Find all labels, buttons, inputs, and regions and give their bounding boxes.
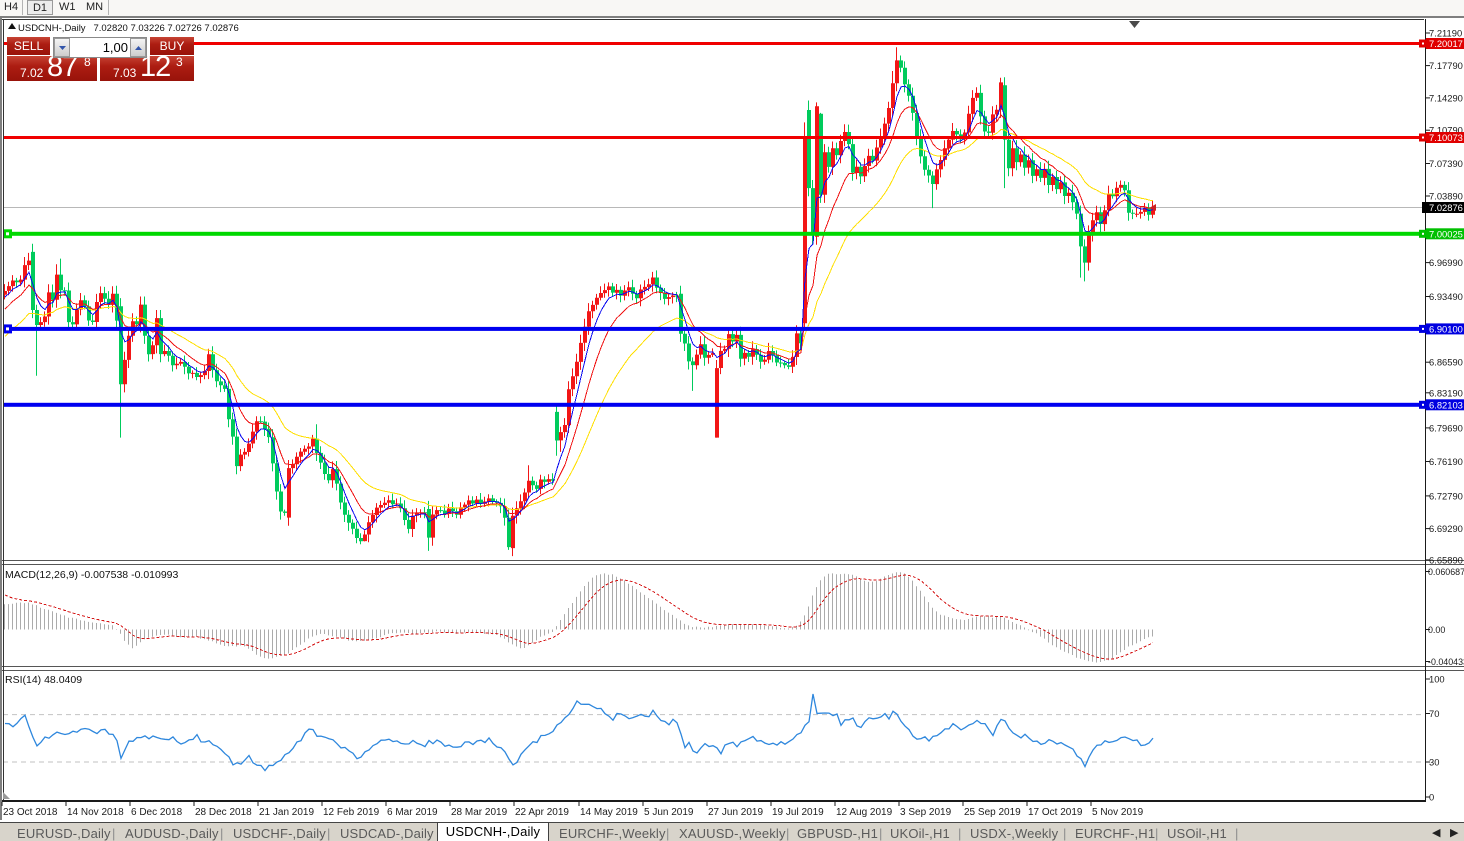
- svg-text:23 Oct 2018: 23 Oct 2018: [3, 807, 58, 818]
- svg-text:21 Jan 2019: 21 Jan 2019: [259, 807, 314, 818]
- svg-text:12 Feb 2019: 12 Feb 2019: [323, 807, 380, 818]
- svg-text:28 Mar 2019: 28 Mar 2019: [451, 807, 508, 818]
- svg-text:6.96990: 6.96990: [1429, 257, 1463, 268]
- svg-text:19 Jul 2019: 19 Jul 2019: [772, 807, 824, 818]
- svg-text:6 Dec 2018: 6 Dec 2018: [131, 807, 183, 818]
- svg-text:6 Mar 2019: 6 Mar 2019: [387, 807, 438, 818]
- svg-text:7.14290: 7.14290: [1429, 92, 1463, 103]
- svg-text:30: 30: [1429, 757, 1439, 768]
- svg-text:17 Oct 2019: 17 Oct 2019: [1028, 807, 1083, 818]
- svg-text:MACD(12,26,9) -0.007538 -0.010: MACD(12,26,9) -0.007538 -0.010993: [5, 569, 179, 581]
- svg-text:RSI(14) 48.0409: RSI(14) 48.0409: [5, 674, 82, 686]
- svg-text:22 Apr 2019: 22 Apr 2019: [515, 807, 569, 818]
- svg-text:28 Dec 2018: 28 Dec 2018: [195, 807, 252, 818]
- svg-text:7.10073: 7.10073: [1429, 132, 1463, 143]
- svg-text:7.07390: 7.07390: [1429, 158, 1463, 169]
- svg-text:7.03890: 7.03890: [1429, 191, 1463, 202]
- svg-text:70: 70: [1429, 708, 1439, 719]
- svg-text:6.76190: 6.76190: [1429, 456, 1463, 467]
- svg-text:0.00: 0.00: [1428, 625, 1445, 635]
- svg-text:6.82103: 6.82103: [1429, 399, 1463, 410]
- svg-text:6.69290: 6.69290: [1429, 523, 1463, 534]
- svg-text:6.83190: 6.83190: [1429, 387, 1463, 398]
- svg-text:6.72790: 6.72790: [1429, 490, 1463, 501]
- svg-text:7.10790: 7.10790: [1429, 125, 1463, 136]
- svg-text:5 Nov 2019: 5 Nov 2019: [1092, 807, 1144, 818]
- svg-text:7.17790: 7.17790: [1429, 60, 1463, 71]
- svg-text:3 Sep 2019: 3 Sep 2019: [900, 807, 952, 818]
- svg-text:7.02876: 7.02876: [1429, 202, 1463, 213]
- svg-text:27 Jun 2019: 27 Jun 2019: [708, 807, 763, 818]
- svg-text:6.79690: 6.79690: [1429, 422, 1463, 433]
- svg-text:USDCNH-,Daily 7.02820 7.0322: USDCNH-,Daily 7.02820 7.03226 7.02726 7.…: [18, 23, 239, 34]
- svg-text:6.90100: 6.90100: [1429, 323, 1463, 334]
- svg-text:14 Nov 2018: 14 Nov 2018: [67, 807, 124, 818]
- svg-text:7.21190: 7.21190: [1429, 28, 1462, 39]
- svg-text:14 May 2019: 14 May 2019: [580, 807, 638, 818]
- svg-text:0: 0: [1429, 792, 1434, 803]
- svg-text:25 Sep 2019: 25 Sep 2019: [964, 807, 1021, 818]
- svg-text:5 Jun 2019: 5 Jun 2019: [644, 807, 694, 818]
- svg-text:100: 100: [1429, 674, 1445, 685]
- svg-text:6.65890: 6.65890: [1429, 554, 1463, 565]
- svg-text:7.00025: 7.00025: [1429, 228, 1463, 239]
- svg-text:0.060687: 0.060687: [1428, 567, 1464, 577]
- svg-text:6.86590: 6.86590: [1429, 357, 1463, 368]
- svg-text:6.93490: 6.93490: [1429, 291, 1463, 302]
- svg-text:-0.040433: -0.040433: [1428, 657, 1464, 667]
- svg-text:7.20017: 7.20017: [1429, 38, 1463, 49]
- svg-text:12 Aug 2019: 12 Aug 2019: [836, 807, 893, 818]
